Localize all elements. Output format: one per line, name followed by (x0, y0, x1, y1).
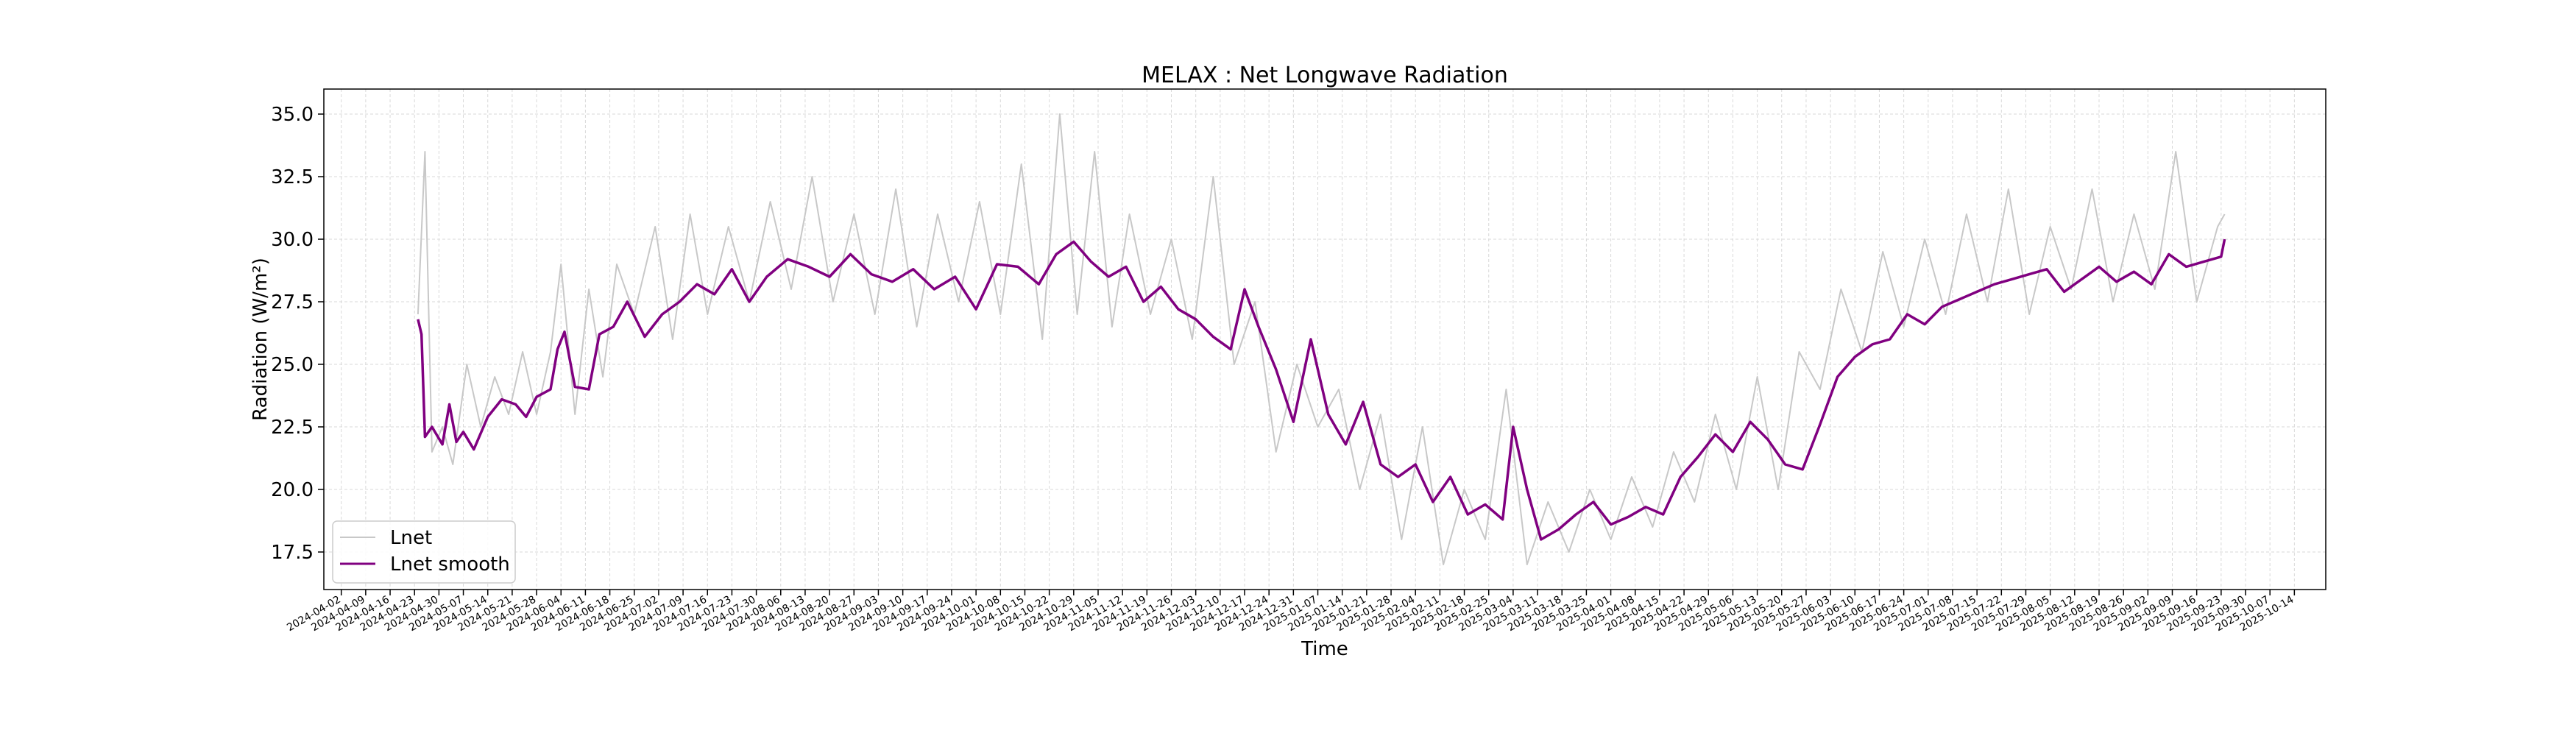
series-lnet-smooth (417, 238, 2226, 541)
y-tick-label: 35.0 (271, 104, 314, 126)
y-tick-label: 30.0 (271, 229, 314, 251)
y-tick-label: 17.5 (271, 542, 314, 564)
lnet-smooth-line (417, 238, 2226, 541)
y-tick-label: 20.0 (271, 479, 314, 501)
y-tick-label: 25.0 (271, 354, 314, 376)
y-axis-label: Radiation (W/m²) (250, 258, 272, 421)
plot-frame (323, 88, 2326, 590)
y-tick-label: 22.5 (271, 417, 314, 439)
legend-label-lnet: Lnet (390, 527, 432, 549)
x-axis-label: Time (1301, 638, 1348, 660)
y-tick-label: 32.5 (271, 166, 314, 188)
x-axis: 2024-04-022024-04-092024-04-162024-04-23… (285, 590, 2296, 634)
grid (324, 89, 2326, 590)
series-lnet (417, 113, 2226, 565)
y-tick-label: 27.5 (271, 291, 314, 314)
chart-title: MELAX : Net Longwave Radiation (1142, 63, 1508, 88)
y-axis: 17.5 20.0 22.5 25.0 27.5 30.0 32.5 35.0 (271, 104, 324, 564)
legend-label-lnet-smooth: Lnet smooth (390, 553, 510, 576)
legend-box (332, 520, 516, 584)
lnet-line (417, 113, 2226, 565)
legend: Lnet Lnet smooth (332, 520, 516, 584)
